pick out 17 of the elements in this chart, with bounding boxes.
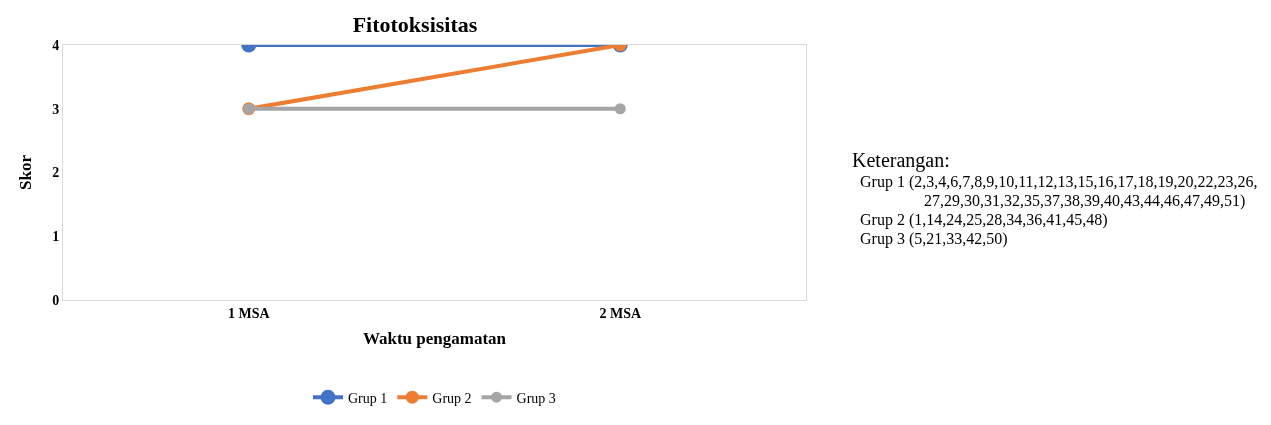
chart-title: Fitotoksisitas [352,12,478,38]
y-tick-label: 3 [52,101,60,117]
x-axis-title: Waktu pengamatan [362,329,507,349]
text: Grup 2 (1,14,24,25,28,34,36,41,45,48) [859,210,1109,229]
text: Keterangan: [852,148,951,172]
x-tick-label: 1 MSA [227,305,271,321]
y-tick-label: 1 [52,229,60,245]
legend-label: Grup 3 [516,390,556,406]
x-tick-label: 2 MSA [599,305,642,321]
y-tick-label: 4 [52,37,60,53]
text: Grup 1 (2,3,4,6,7,8,9,10,11,12,13,15,16,17,18,19,20,22,23,26,27,29,30,31,32,35,37,38,39,40,43,44,46,47,49,51) [859,172,1259,210]
legend-label: Grup 1 [348,390,388,406]
legend-label: Grup 2 [432,390,472,406]
y-tick-label: 2 [52,165,60,181]
y-tick-label: 0 [52,292,60,308]
y-axis-title: Skor [15,154,35,190]
text: Grup 3 (5,21,33,42,50) [859,229,1009,248]
